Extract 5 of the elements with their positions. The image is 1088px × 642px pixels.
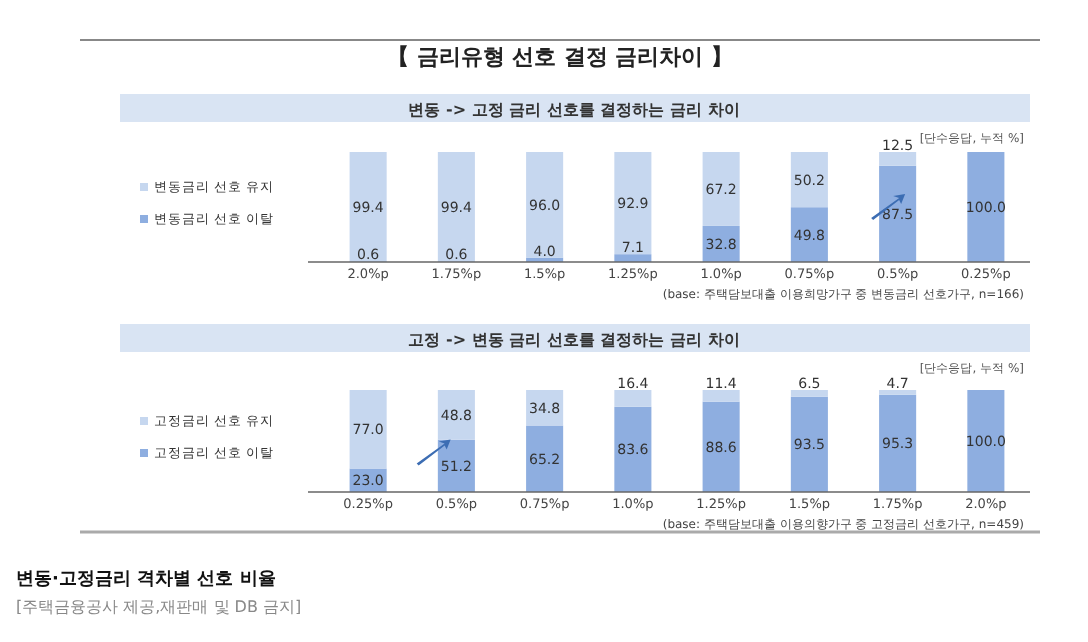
text: [주택금융공사 제공,재판매 및 DB 금지] [16, 598, 302, 616]
chart-title: 고정 -> 변동 금리 선호를 결정하는 금리 차이 [408, 331, 740, 349]
text: 【 금리유형 선호 결정 금리차이 】 [386, 44, 734, 70]
chart-title: 변동 -> 고정 금리 선호를 결정하는 금리 차이 [408, 101, 740, 119]
text: 변동·고정금리 격차별 선호 비율 [16, 570, 276, 590]
